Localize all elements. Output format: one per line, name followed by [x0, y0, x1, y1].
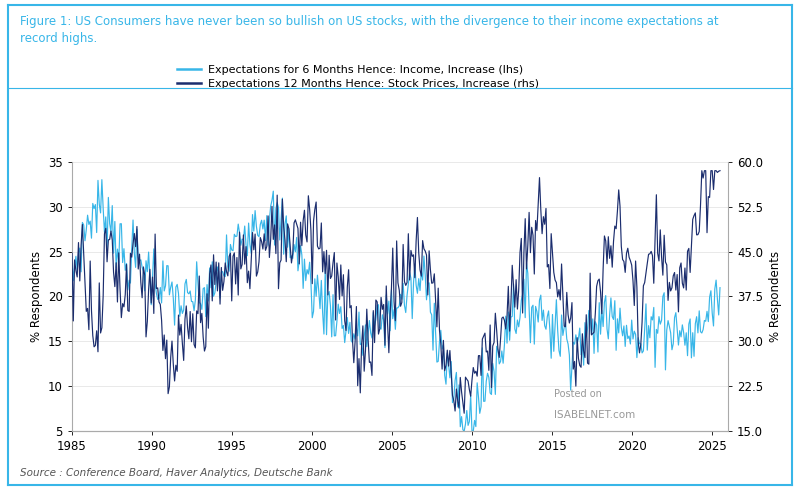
Text: ISABELNET.com: ISABELNET.com — [554, 411, 635, 420]
Legend: Expectations for 6 Months Hence: Income, Increase (lhs), Expectations 12 Months : Expectations for 6 Months Hence: Income,… — [177, 65, 538, 89]
Text: Posted on: Posted on — [554, 389, 602, 399]
Y-axis label: % Respondents: % Respondents — [769, 251, 782, 342]
Text: Source : Conference Board, Haver Analytics, Deutsche Bank: Source : Conference Board, Haver Analyti… — [20, 468, 333, 478]
Y-axis label: % Respondents: % Respondents — [30, 251, 42, 342]
Text: Figure 1: US Consumers have never been so bullish on US stocks, with the diverge: Figure 1: US Consumers have never been s… — [20, 15, 718, 45]
